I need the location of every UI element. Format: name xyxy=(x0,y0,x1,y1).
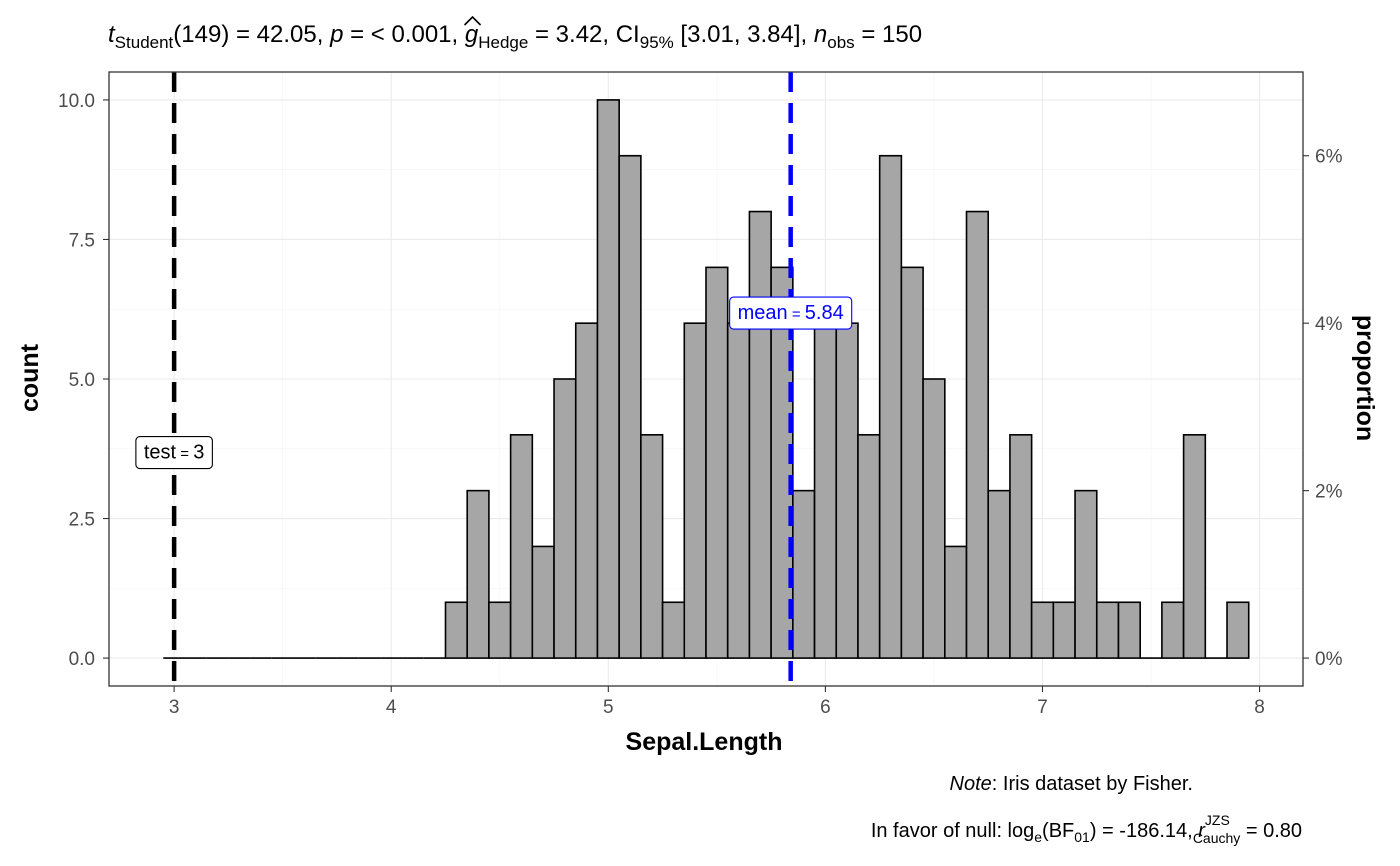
bf-mid: (BF xyxy=(1042,820,1074,842)
n-subscript: obs xyxy=(827,33,854,52)
p-label: p xyxy=(329,21,343,48)
r-subscript: Cauchy xyxy=(1193,830,1240,846)
g-subscript: Hedge xyxy=(478,33,528,52)
y-axis-title: count xyxy=(16,343,44,412)
histogram-bar xyxy=(553,378,577,659)
reference-label-text: mean = 5.84 xyxy=(738,302,844,324)
bf-log-subscript: e xyxy=(1034,829,1042,845)
histogram-bar xyxy=(748,210,772,659)
caption-note: Note: Iris dataset by Fisher. xyxy=(950,773,1193,795)
bf-prefix: In favor of null: log xyxy=(871,820,1034,842)
histogram-bar xyxy=(1226,601,1250,659)
x-tick-label: 3 xyxy=(169,697,180,718)
histogram-bar xyxy=(965,210,990,659)
y-tick-label: 5.0 xyxy=(69,370,95,391)
bf-value: ) = -186.14, xyxy=(1090,820,1198,842)
histogram-bar xyxy=(466,489,490,659)
histogram-bar xyxy=(1182,434,1207,659)
x-tick-label: 6 xyxy=(820,697,831,718)
histogram-bar xyxy=(878,154,903,659)
histogram-bar xyxy=(726,322,751,659)
ci-value: [3.01, 3.84], xyxy=(674,21,814,48)
x-axis-title: Sepal.Length xyxy=(626,728,783,756)
histogram-bar xyxy=(1117,601,1141,659)
histogram-bar xyxy=(835,322,859,659)
histogram-bar xyxy=(618,154,642,659)
y2-tick-label: 6% xyxy=(1315,147,1343,168)
histogram-bar xyxy=(596,99,620,659)
x-tick-label: 8 xyxy=(1254,697,1265,718)
histogram-bar xyxy=(444,601,468,659)
bf-subscript: 01 xyxy=(1074,829,1090,845)
caption-bayes-factor: In favor of null: loge(BF01) = -186.14, … xyxy=(871,812,1302,846)
histogram-bar xyxy=(1161,601,1185,659)
x-tick-label: 7 xyxy=(1037,697,1048,718)
histogram-bar xyxy=(640,434,664,659)
n-value: = 150 xyxy=(855,21,922,48)
y-tick-label: 2.5 xyxy=(69,510,95,531)
reference-label-box xyxy=(729,296,853,330)
g-hat-accent xyxy=(463,15,482,26)
reference-label-test: test = 3 xyxy=(135,436,213,470)
histogram-bar xyxy=(683,322,707,659)
histogram-bar xyxy=(943,545,968,659)
y2-tick-label: 4% xyxy=(1315,314,1343,335)
histogram-bar xyxy=(1074,489,1098,659)
y2-tick-label: 2% xyxy=(1315,482,1343,503)
t-subscript: Student xyxy=(115,33,174,52)
histogram-bar xyxy=(1095,601,1120,659)
reference-label-box xyxy=(135,436,213,470)
t-statistic: (149) = 42.05, xyxy=(173,21,330,48)
y2-tick-label: 0% xyxy=(1315,649,1343,670)
histogram-bar xyxy=(857,434,881,659)
n-label: n xyxy=(814,21,827,48)
histogram-bar xyxy=(900,266,924,659)
r-value: = 0.80 xyxy=(1240,820,1302,842)
y-tick-label: 7.5 xyxy=(69,230,95,251)
reference-label-text: test = 3 xyxy=(144,442,204,464)
t-label: t xyxy=(108,21,116,48)
histogram-bar xyxy=(488,601,512,659)
reference-label-mean: mean = 5.84 xyxy=(729,296,853,330)
histogram-bar xyxy=(792,489,816,659)
histogram-bar xyxy=(705,266,729,659)
histogram-bar xyxy=(509,434,534,659)
chart-subtitle: tStudent(149) = 42.05, p = < 0.001, gHed… xyxy=(108,21,922,52)
histogram-bar xyxy=(922,378,946,659)
histogram-bar xyxy=(1052,601,1076,659)
x-tick-label: 5 xyxy=(603,697,614,718)
histogram-bar xyxy=(531,545,555,659)
g-value: = 3.42, CI xyxy=(528,21,639,48)
histogram-bar xyxy=(661,601,686,659)
r-superscript: JZS xyxy=(1205,812,1230,828)
histogram-bar xyxy=(813,322,838,659)
x-tick-label: 4 xyxy=(386,697,397,718)
histogram-bar xyxy=(574,322,599,659)
p-value: = < 0.001, xyxy=(343,21,464,48)
y-tick-label: 10.0 xyxy=(58,91,95,112)
g-label: g xyxy=(465,21,479,48)
note-text: : Iris dataset by Fisher. xyxy=(992,773,1193,795)
y-tick-label: 0.0 xyxy=(69,649,95,670)
histogram-bar xyxy=(987,489,1011,659)
histogram-bar xyxy=(1009,434,1033,659)
r-label: r xyxy=(1198,820,1206,842)
plot-area: 3 4 5 6 7 8 0.0 2.5 5.0 7.5 10.0 0% 2% 4% 6% test = 3 me… xyxy=(58,71,1343,718)
note-label: Note xyxy=(950,773,992,795)
ci-subscript: 95% xyxy=(640,33,674,52)
histogram-bar xyxy=(1030,601,1055,659)
y2-axis-title: proportion xyxy=(1351,315,1379,441)
